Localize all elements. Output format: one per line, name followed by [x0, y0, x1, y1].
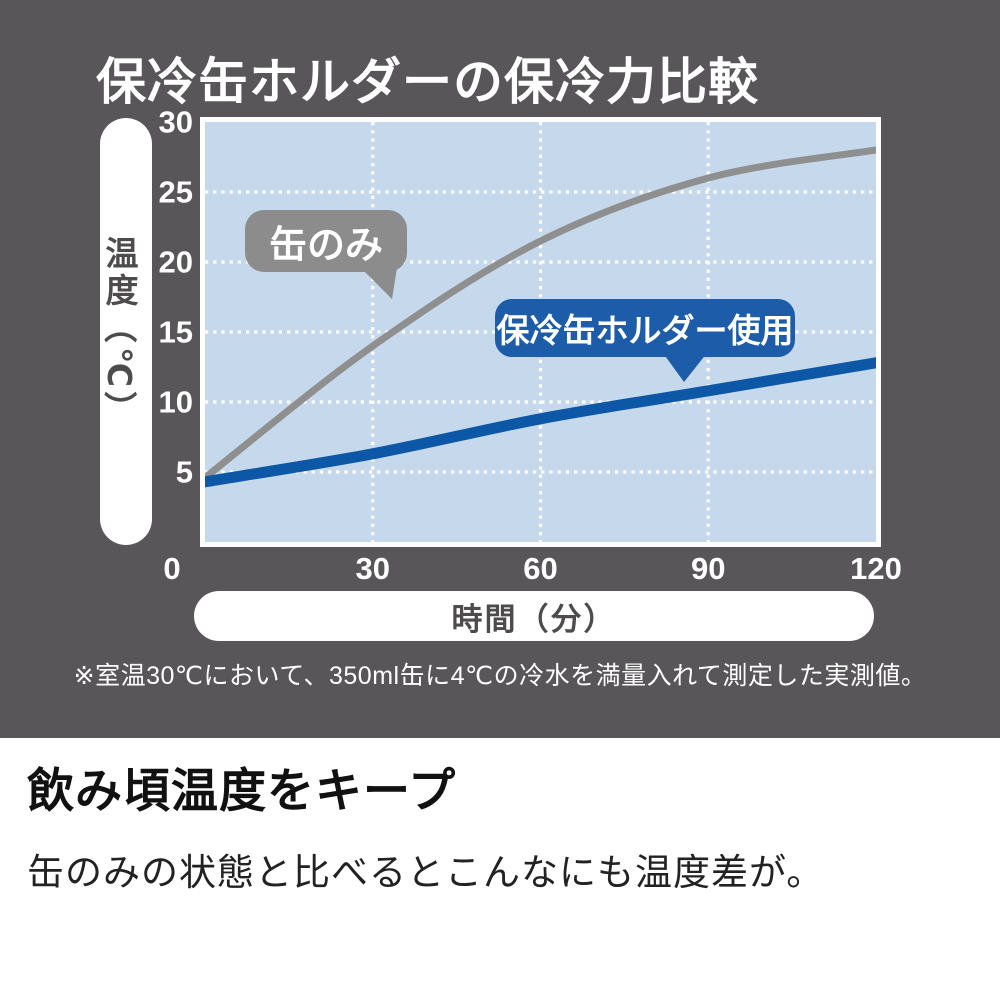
- footnote: ※室温30℃において、350ml缶に4℃の冷水を満量入れて測定した実測値。: [73, 662, 927, 690]
- x-tick-label: 0: [163, 551, 181, 586]
- y-tick-label: 5: [175, 454, 193, 490]
- x-tick-label: 30: [355, 551, 390, 586]
- y-tick-label: 10: [158, 384, 193, 420]
- holder-callout-label: 保冷缶ホルダー使用: [496, 312, 794, 349]
- y-axis-label-pill: 温度（℃）: [100, 118, 152, 545]
- can-only-callout: 缶のみ: [245, 210, 407, 272]
- x-tick-label: 90: [691, 551, 726, 586]
- x-tick-label: 120: [850, 551, 902, 586]
- can-only-line: [205, 146, 876, 482]
- section-heading: 飲み頃温度をキープ: [27, 764, 457, 817]
- can-only-callout-tail: [361, 268, 1000, 688]
- y-tick-label: 30: [158, 104, 193, 140]
- can-only-callout-label: 缶のみ: [268, 224, 383, 267]
- holder-callout-tail: [663, 353, 1000, 773]
- y-axis-label-main: 温度: [101, 235, 138, 310]
- y-tick-label: 15: [158, 314, 193, 350]
- x-tick-label: 60: [523, 551, 558, 586]
- plot-area: 缶のみ 保冷缶ホルダー使用: [200, 117, 881, 547]
- x-axis-label-pill: 時間（分）: [194, 591, 874, 641]
- infographic-panel: 保冷缶ホルダーの保冷力比較 温度（℃） 5 10 15 20 25 30 缶のみ 保冷缶ホ…: [0, 0, 1000, 738]
- y-axis-label-unit: （℃）: [101, 309, 138, 428]
- holder-line: [205, 357, 876, 488]
- y-tick-label: 25: [158, 174, 193, 210]
- x-axis-ticks: 0 30 60 90 120: [163, 551, 901, 589]
- chart-title: 保冷缶ホルダーの保冷力比較: [96, 54, 759, 110]
- y-axis-ticks: 5 10 15 20 25 30: [150, 107, 195, 557]
- y-tick-label: 20: [158, 244, 193, 280]
- x-axis-label: 時間（分）: [451, 601, 617, 637]
- y-axis-label: 温度（℃）: [95, 236, 157, 428]
- holder-callout: 保冷缶ホルダー使用: [495, 299, 795, 357]
- section-body: 缶のみの状態と比べるとこんなにも温度差が。: [27, 852, 825, 893]
